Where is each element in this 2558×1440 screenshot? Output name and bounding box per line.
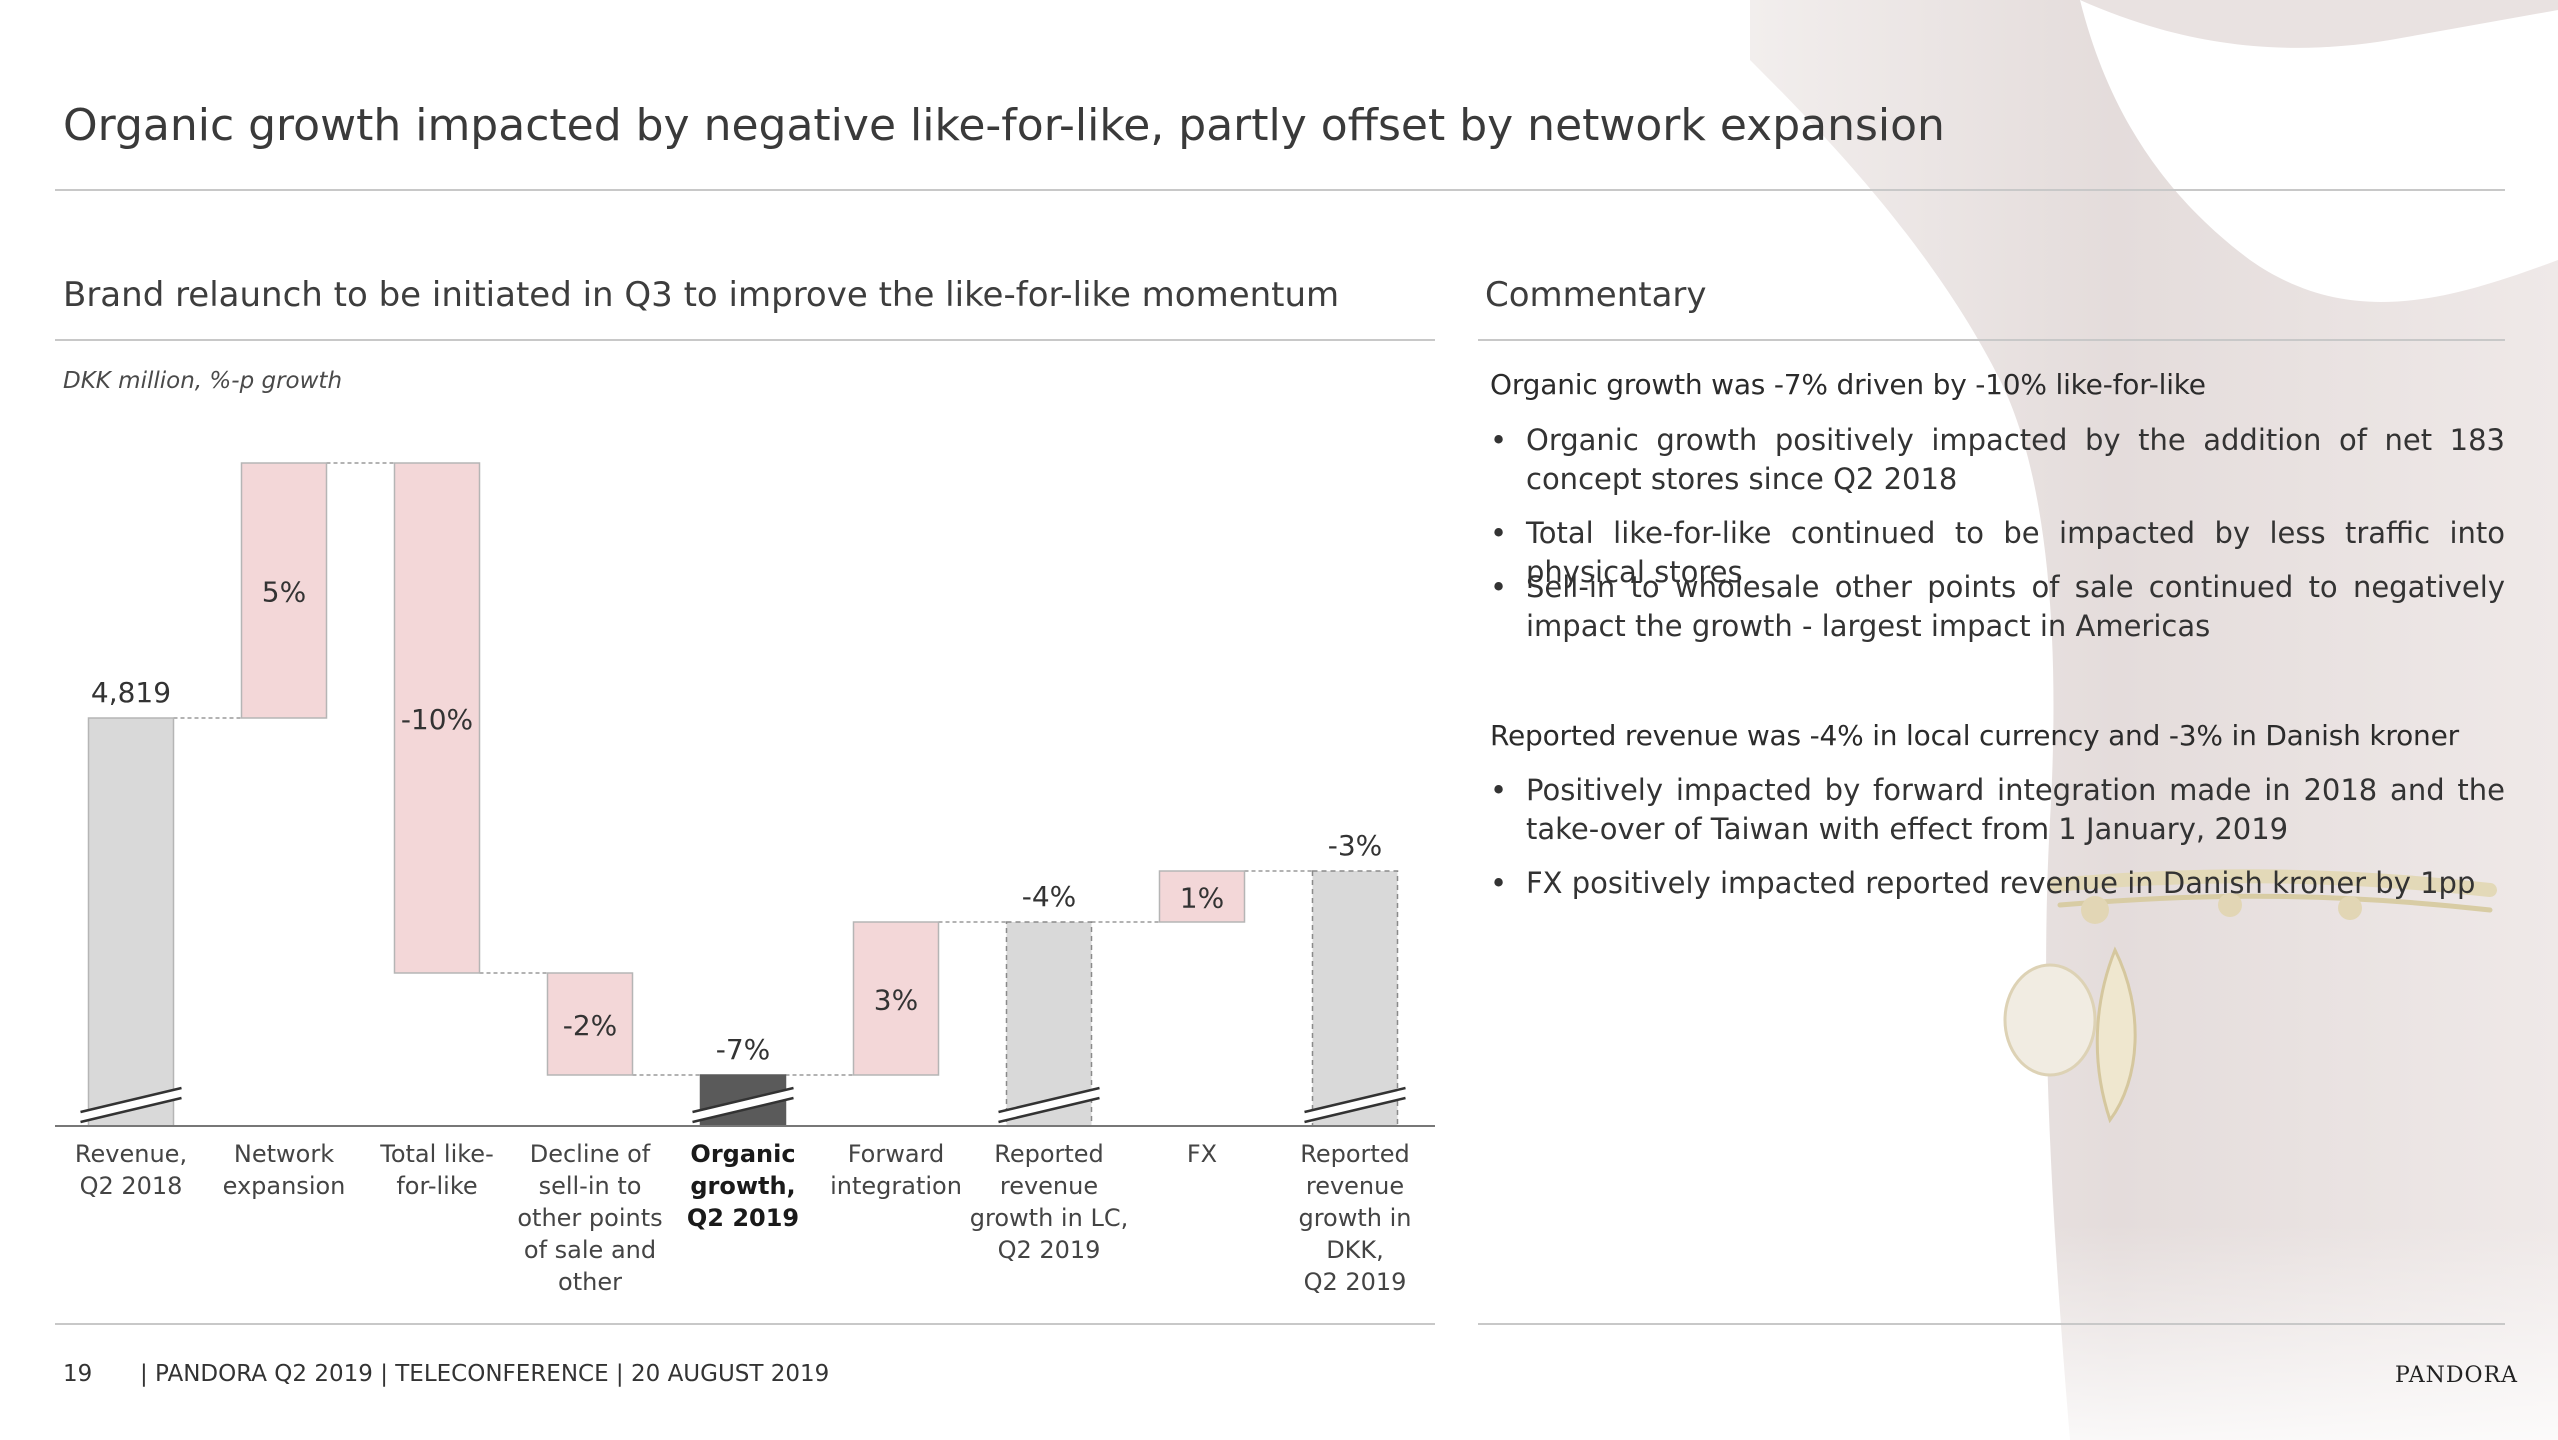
commentary-divider [1478, 339, 2505, 341]
category-label: FX [1187, 1140, 1217, 1168]
category-label: Q2 2019 [1304, 1268, 1407, 1296]
category-label: growth, [690, 1172, 795, 1200]
axis-break-gap [998, 1088, 1100, 1122]
category-label: sell-in to [539, 1172, 642, 1200]
data-label: -4% [1022, 880, 1077, 913]
chart-bottom-divider [55, 1323, 1435, 1325]
bullet-dot: • [1490, 516, 1508, 550]
units-note: DKK million, %-p growth [63, 368, 343, 394]
category-label: Q2 2019 [687, 1204, 799, 1232]
bullet-text: Positively impacted by forward integrati… [1526, 773, 2505, 846]
category-label: Decline of [530, 1140, 651, 1168]
axis-break-line [998, 1096, 1100, 1124]
category-label: of sale and [524, 1236, 656, 1264]
axis-break-gap [1304, 1088, 1406, 1122]
data-label: 5% [262, 576, 306, 609]
category-label: for-like [396, 1172, 477, 1200]
category-label: growth in [1298, 1204, 1411, 1232]
bullet-dot: • [1490, 866, 1508, 900]
bar-3 [393, 462, 481, 974]
category-label: revenue [1306, 1172, 1404, 1200]
commentary-bullet: • Sell-in to wholesale other points of s… [1490, 568, 2505, 646]
category-label: expansion [223, 1172, 346, 1200]
commentary-bottom-divider [1478, 1323, 2505, 1325]
commentary-bullet: • FX positively impacted reported revenu… [1490, 864, 2505, 903]
axis-break-line [1304, 1086, 1406, 1114]
category-label: DKK, [1326, 1236, 1384, 1264]
chart-section-title: Brand relaunch to be initiated in Q3 to … [63, 275, 1340, 315]
footer-text: | PANDORA Q2 2019 | TELECONFERENCE | 20 … [140, 1361, 830, 1387]
category-label: Reported [1300, 1140, 1410, 1168]
commentary-bullet: • Positively impacted by forward integra… [1490, 771, 2505, 849]
bar-4 [546, 972, 634, 1076]
commentary-heading-reported: Reported revenue was -4% in local curren… [1490, 719, 2459, 752]
data-label: -10% [401, 703, 473, 736]
bullet-text: Organic growth positively impacted by th… [1526, 423, 2505, 496]
category-label: Organic [690, 1140, 795, 1168]
bullet-dot: • [1490, 773, 1508, 807]
category-label: Q2 2019 [998, 1236, 1101, 1264]
bullet-dot: • [1490, 423, 1508, 457]
category-label: Revenue, [75, 1140, 187, 1168]
data-label: -2% [563, 1009, 618, 1042]
waterfall-chart: 4,819 5% -10% -2% -7% 3% -4% 1% -3% Revenue, Q2 20… [55, 462, 1435, 1296]
background-photo [1750, 0, 2558, 1440]
bullet-text: Sell-in to wholesale other points of sal… [1526, 570, 2505, 643]
data-label: -7% [716, 1033, 771, 1066]
bar-9 [1311, 870, 1399, 1127]
category-label: Total like- [379, 1140, 493, 1168]
axis-break-gap [692, 1088, 794, 1122]
commentary-bullet: • Total like-for-like continued to be im… [1490, 514, 2505, 592]
data-label: -3% [1328, 829, 1383, 862]
commentary-title: Commentary [1485, 275, 1707, 315]
axis-break-line [692, 1096, 794, 1124]
title-divider [55, 189, 2505, 191]
category-label: other [558, 1268, 622, 1296]
axis-break-line [1304, 1096, 1406, 1124]
bullet-text: FX positively impacted reported revenue … [1526, 866, 2476, 900]
axis-break-gap [80, 1088, 182, 1122]
category-label: integration [830, 1172, 962, 1200]
category-label: Forward [848, 1140, 945, 1168]
data-label: 1% [1180, 882, 1224, 915]
category-label: Network [234, 1140, 334, 1168]
commentary-heading-organic: Organic growth was -7% driven by -10% li… [1490, 368, 2206, 401]
commentary-bullet: • Organic growth positively impacted by … [1490, 421, 2505, 499]
bar-6 [852, 921, 940, 1076]
page-number: 19 [63, 1361, 93, 1387]
page-title: Organic growth impacted by negative like… [63, 100, 1945, 151]
bar-8 [1158, 870, 1246, 923]
category-label: Q2 2018 [80, 1172, 183, 1200]
data-label: 3% [874, 984, 918, 1017]
axis-break-line [998, 1086, 1100, 1114]
axis-break-line [80, 1086, 182, 1114]
category-label: revenue [1000, 1172, 1098, 1200]
bullet-dot: • [1490, 570, 1508, 604]
bar-1 [87, 717, 175, 1127]
category-label: other points [517, 1204, 662, 1232]
axis-break-line [80, 1096, 182, 1124]
pandora-logo: PANDORA [2395, 1363, 2519, 1388]
axis-break-line [692, 1086, 794, 1114]
chart-section-divider [55, 339, 1435, 341]
category-label: growth in LC, [970, 1204, 1128, 1232]
bar-2 [240, 462, 328, 719]
category-label: Reported [994, 1140, 1104, 1168]
data-label: 4,819 [91, 676, 171, 709]
bullet-text: Total like-for-like continued to be impa… [1526, 516, 2505, 589]
